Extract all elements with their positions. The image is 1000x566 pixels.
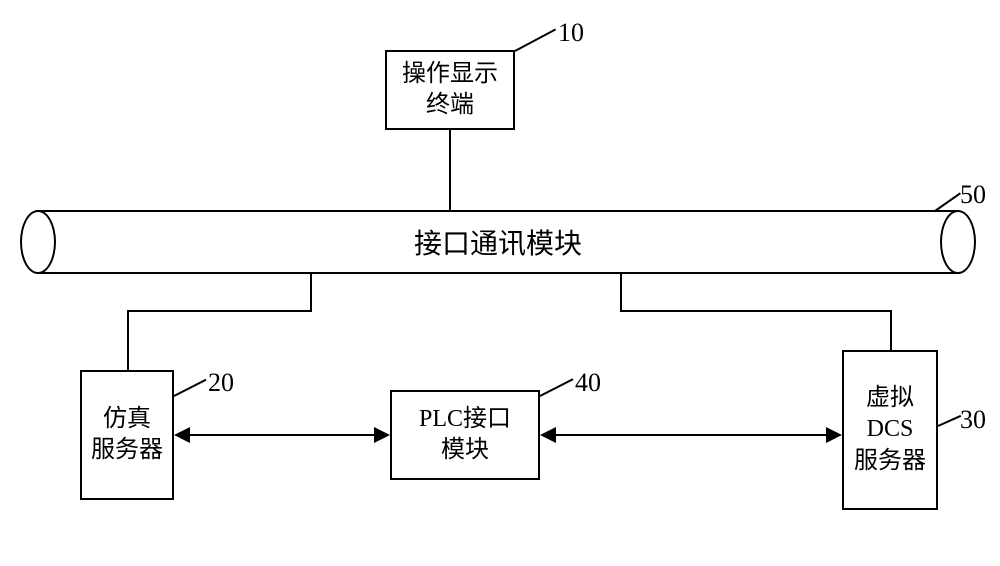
bus-cap-right [940,210,976,274]
terminal-box: 操作显示 终端 [385,50,515,130]
conn-sim-v [127,310,129,370]
ref-50: 50 [960,180,986,210]
arrow-plc-dcs-line [556,434,826,436]
bus-label: 接口通讯模块 [414,222,582,262]
conn-bus-right-down [620,274,622,310]
ref-40: 40 [575,368,601,398]
arrow-plc-dcs-left [540,427,556,443]
plc-box: PLC接口 模块 [390,390,540,480]
arrow-plc-dcs-right [826,427,842,443]
ref-30: 30 [960,405,986,435]
conn-dcs-v [890,310,892,350]
conn-bus-left-down [310,274,312,310]
sim-server-box: 仿真 服务器 [80,370,174,500]
conn-left-h [127,310,312,312]
arrow-sim-plc-line [190,434,374,436]
dcs-server-box: 虚拟 DCS 服务器 [842,350,938,510]
leader-10 [515,29,557,52]
sim-server-label: 仿真 服务器 [91,404,163,466]
plc-label: PLC接口 模块 [419,404,511,466]
terminal-label: 操作显示 终端 [402,59,498,121]
arrow-sim-plc-left [174,427,190,443]
conn-terminal-bus [449,130,451,210]
leader-40 [540,378,574,397]
leader-30 [938,415,962,427]
dcs-server-label: 虚拟 DCS 服务器 [854,383,926,477]
arrow-sim-plc-right [374,427,390,443]
leader-20 [174,379,207,397]
bus-body: 接口通讯模块 [38,210,958,274]
bus-cap-left [20,210,56,274]
ref-10: 10 [558,18,584,48]
leader-50 [934,192,961,211]
conn-right-h [620,310,892,312]
ref-20: 20 [208,368,234,398]
